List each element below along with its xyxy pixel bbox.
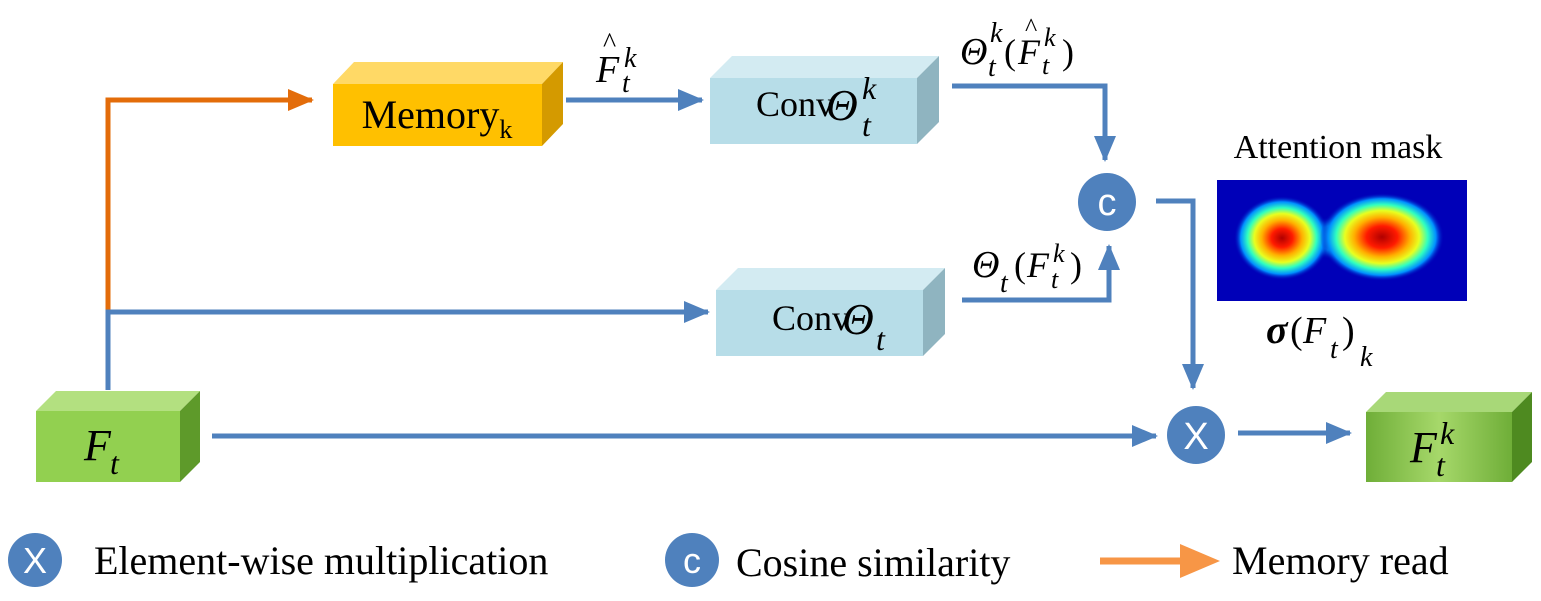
cosine-glyph: c (1098, 182, 1117, 224)
cosine-operator: c (1078, 173, 1136, 231)
memory-label: Memory (362, 92, 500, 137)
legend-cosine: c Cosine similarity (665, 533, 1010, 587)
conv-memory-out-open: ( (1004, 32, 1016, 72)
conv-memory-out-theta: Θ (960, 31, 987, 73)
svg-text:Conv: Conv (756, 84, 834, 124)
conv-feature-out-label: Θ t ( F k t ) (972, 239, 1082, 299)
memory-read-out-label: ^ F k t (595, 28, 637, 99)
multiply-glyph: X (1183, 416, 1208, 458)
conv-memory-out-hat: ^ (1025, 13, 1037, 42)
conv-memory-out-sup: k (990, 18, 1003, 49)
legend-memory-read: Memory read (1100, 538, 1449, 583)
legend-multiply-icon (8, 533, 62, 587)
edges (105, 83, 1352, 447)
legend-multiply: X Element-wise multiplication (8, 533, 548, 587)
conv-memory-sup: k (862, 70, 877, 106)
legend: X Element-wise multiplication c Cosine s… (8, 533, 1449, 587)
cosine-to-multiply-edge (1156, 198, 1204, 390)
memory-read-edge (105, 89, 314, 390)
conv-memory-out-label: Θ k t ( ^ F k t ) (960, 13, 1074, 83)
conv-feature-out-isup: k (1053, 239, 1065, 268)
legend-cosine-glyph: c (683, 540, 701, 581)
input-feature-sub: t (110, 445, 120, 481)
formula-outer-sub: k (1360, 342, 1373, 373)
formula-open: ( (1290, 310, 1303, 352)
memory-read-out-sub: t (622, 68, 631, 99)
conv-feature-out-isub: t (1051, 265, 1059, 294)
conv-memory-node: Conv Θ k t (710, 56, 939, 144)
conv-memory-out-symbol: F (1017, 32, 1041, 72)
conv-memory-out-isub: t (1042, 51, 1050, 80)
conv-feature-out-open: ( (1014, 245, 1026, 285)
conv-memory-out-close: ) (1062, 32, 1074, 72)
conv-feature-to-cosine-edge (962, 244, 1120, 303)
output-feature-sub: t (1436, 447, 1446, 483)
conv-feature-out-theta: Θ (972, 244, 999, 286)
attention-mask-title: Attention mask (1234, 129, 1443, 166)
conv-feature-out-sub: t (1000, 268, 1009, 299)
input-feature-symbol: F (83, 421, 112, 470)
attention-mask-heatmap (1217, 180, 1467, 301)
formula-sub: t (1330, 334, 1339, 365)
conv-feature-theta: Θ (842, 295, 874, 344)
memory-read-out-hat: ^ (603, 28, 616, 59)
legend-memory-read-arrowhead (1180, 544, 1220, 578)
legend-memory-read-label: Memory read (1232, 538, 1449, 583)
memory-read-out-symbol: F (595, 49, 620, 91)
conv-memory-out-sub: t (988, 52, 997, 83)
legend-cosine-label: Cosine similarity (736, 540, 1010, 585)
legend-cosine-icon (665, 533, 719, 587)
conv-memory-out-isup: k (1044, 23, 1056, 52)
output-feature-node: F k t (1366, 392, 1532, 483)
feature-to-conv-edge (105, 301, 710, 390)
conv-memory-theta: Θ (826, 81, 858, 130)
output-feature-sup: k (1440, 415, 1455, 451)
conv-memory-label: Conv (756, 84, 834, 124)
conv-feature-out-symbol: F (1026, 245, 1050, 285)
formula-symbol: F (1302, 310, 1327, 352)
legend-multiply-label: Element-wise multiplication (94, 538, 548, 583)
legend-multiply-glyph: X (23, 540, 47, 581)
conv-feature-out-close: ) (1070, 245, 1082, 285)
attention-mask-formula: σ ( F t ) k (1266, 307, 1373, 373)
output-feature-symbol: F (1409, 423, 1438, 472)
formula-sigma: σ (1266, 307, 1289, 352)
formula-close: ) (1342, 310, 1355, 352)
memory-node: Memoryk (333, 62, 563, 146)
conv-feature-node: Conv Θ t (716, 268, 945, 357)
conv-feature-label: Conv (772, 298, 850, 338)
memory-subscript: k (499, 115, 512, 144)
conv-memory-sub: t (862, 107, 872, 143)
memory-read-out-sup: k (624, 43, 637, 74)
conv-feature-sub: t (876, 321, 886, 357)
input-feature-node: F t (36, 391, 200, 482)
svg-text:Memoryk: Memoryk (362, 92, 513, 144)
conv-memory-to-cosine-edge (952, 83, 1116, 162)
multiply-operator: X (1167, 406, 1225, 464)
